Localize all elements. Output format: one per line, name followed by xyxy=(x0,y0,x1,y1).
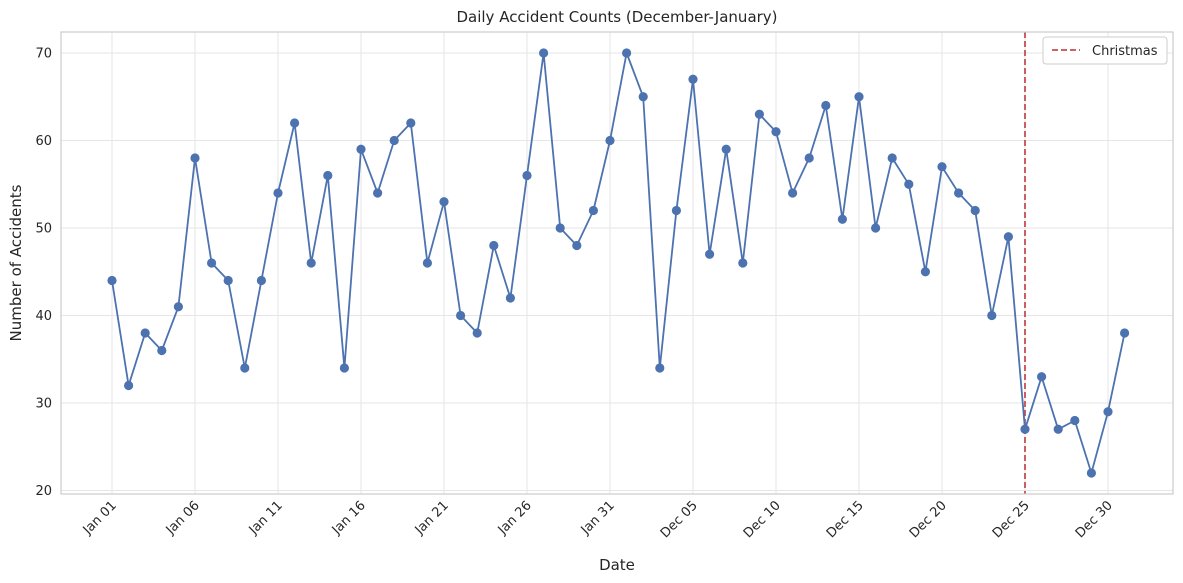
x-tick-label: Jan 11 xyxy=(246,498,286,538)
data-point xyxy=(605,135,615,146)
x-tick-label: Jan 21 xyxy=(412,498,452,538)
y-axis: 20 30 40 50 60 70 xyxy=(35,47,52,500)
data-point xyxy=(754,109,765,119)
legend-box xyxy=(1042,36,1168,65)
data-point xyxy=(173,302,183,312)
data-point xyxy=(456,310,466,321)
data-point xyxy=(472,328,482,338)
data-point xyxy=(771,127,781,137)
data-point xyxy=(837,214,848,224)
series-line xyxy=(111,52,1126,474)
x-tick-label: Jan 16 xyxy=(329,498,369,538)
data-point xyxy=(987,310,997,321)
data-point xyxy=(124,380,134,391)
data-point xyxy=(522,170,532,181)
x-tick-label: Jan 06 xyxy=(163,498,203,538)
data-point xyxy=(323,170,333,181)
data-point xyxy=(804,153,814,163)
y-tick-label: 50 xyxy=(35,222,52,237)
data-point xyxy=(1037,372,1047,382)
data-point xyxy=(954,188,964,198)
x-tick-label: Dec 15 xyxy=(824,498,867,541)
data-point xyxy=(970,205,980,216)
data-point xyxy=(290,118,300,128)
data-point xyxy=(439,197,449,207)
data-point xyxy=(721,144,731,154)
data-point xyxy=(887,153,897,163)
data-point xyxy=(1103,407,1113,417)
data-point xyxy=(920,267,931,277)
legend-label-christmas: Christmas xyxy=(1092,44,1158,59)
x-tick-label: Jan 01 xyxy=(80,498,120,538)
x-tick-label: Dec 10 xyxy=(741,498,784,541)
data-point xyxy=(339,363,349,373)
data-point xyxy=(555,223,565,233)
data-point xyxy=(107,275,117,286)
data-point xyxy=(1070,415,1080,426)
data-point xyxy=(572,240,582,251)
data-point xyxy=(705,249,715,259)
data-point xyxy=(788,188,798,198)
y-axis-label: Number of Accidents xyxy=(7,184,25,341)
data-point xyxy=(738,258,748,268)
data-point xyxy=(223,275,233,286)
data-point xyxy=(871,223,881,233)
data-point xyxy=(638,92,648,102)
data-point xyxy=(1003,232,1014,242)
plot-frame xyxy=(60,31,1174,495)
x-axis: Jan 01 Jan 06 Jan 11 Jan 16 Jan 21 Jan 26 Jan … xyxy=(80,498,1116,541)
data-point xyxy=(157,345,167,356)
data-point xyxy=(256,275,266,286)
data-point xyxy=(1086,468,1096,478)
data-point xyxy=(937,162,947,172)
data-point xyxy=(622,48,632,58)
data-point xyxy=(854,92,864,102)
data-point xyxy=(406,118,416,128)
x-axis-label: Date xyxy=(599,556,635,574)
data-point xyxy=(389,135,399,146)
y-tick-label: 40 xyxy=(35,309,52,324)
x-tick-label: Dec 30 xyxy=(1073,498,1116,541)
data-point xyxy=(821,100,831,111)
data-point xyxy=(1020,424,1030,434)
data-point xyxy=(207,258,217,268)
data-point xyxy=(904,179,914,189)
data-point xyxy=(140,328,150,338)
y-tick-label: 20 xyxy=(35,484,52,499)
data-point xyxy=(240,363,250,373)
data-point xyxy=(688,74,698,84)
x-tick-label: Jan 26 xyxy=(495,498,535,538)
data-point xyxy=(190,153,200,163)
data-point xyxy=(505,293,515,303)
chart-title: Daily Accident Counts (December-January) xyxy=(456,8,777,26)
series-layer xyxy=(107,48,1130,478)
data-point xyxy=(1120,328,1130,338)
y-tick-label: 60 xyxy=(35,134,52,149)
data-point xyxy=(671,205,682,216)
data-point xyxy=(373,188,383,198)
y-tick-label: 30 xyxy=(35,397,52,412)
x-tick-label: Dec 25 xyxy=(990,498,1033,541)
data-point xyxy=(655,363,665,373)
x-tick-label: Dec 05 xyxy=(658,498,701,541)
data-point xyxy=(356,144,366,154)
data-point xyxy=(306,258,316,268)
data-point xyxy=(588,205,599,216)
data-point xyxy=(539,48,549,58)
data-point xyxy=(422,258,432,268)
x-tick-label: Jan 31 xyxy=(578,498,618,538)
data-point xyxy=(273,188,283,198)
data-point xyxy=(1053,424,1063,434)
legend: Christmas xyxy=(1042,36,1168,65)
data-point xyxy=(489,240,499,251)
x-tick-label: Dec 20 xyxy=(907,498,950,541)
y-tick-label: 70 xyxy=(35,47,52,62)
